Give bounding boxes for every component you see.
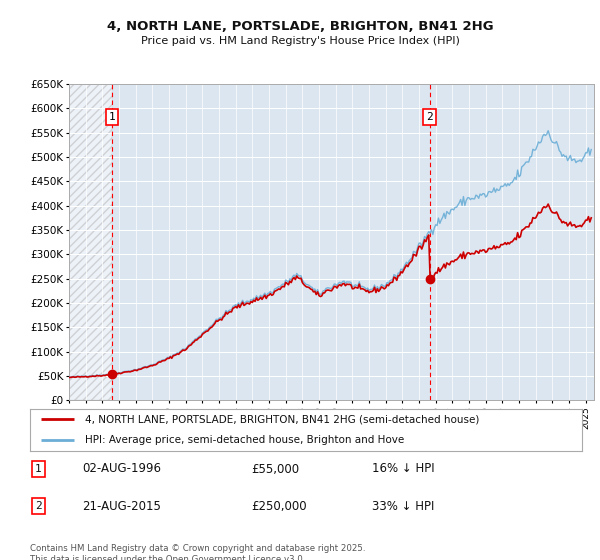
Text: 2: 2 [35,501,41,511]
Text: HPI: Average price, semi-detached house, Brighton and Hove: HPI: Average price, semi-detached house,… [85,435,404,445]
Text: 2: 2 [426,112,433,122]
Text: 1: 1 [35,464,41,474]
Text: 21-AUG-2015: 21-AUG-2015 [82,500,161,512]
Text: 33% ↓ HPI: 33% ↓ HPI [372,500,434,512]
Text: Price paid vs. HM Land Registry's House Price Index (HPI): Price paid vs. HM Land Registry's House … [140,36,460,46]
Bar [69,84,112,400]
Text: £250,000: £250,000 [251,500,307,512]
Text: 02-AUG-1996: 02-AUG-1996 [82,463,161,475]
Text: 1: 1 [109,112,115,122]
Text: 16% ↓ HPI: 16% ↓ HPI [372,463,435,475]
Text: 4, NORTH LANE, PORTSLADE, BRIGHTON, BN41 2HG (semi-detached house): 4, NORTH LANE, PORTSLADE, BRIGHTON, BN41… [85,414,479,424]
Text: £55,000: £55,000 [251,463,299,475]
Text: 4, NORTH LANE, PORTSLADE, BRIGHTON, BN41 2HG: 4, NORTH LANE, PORTSLADE, BRIGHTON, BN41… [107,20,493,32]
Text: Contains HM Land Registry data © Crown copyright and database right 2025.
This d: Contains HM Land Registry data © Crown c… [30,544,365,560]
